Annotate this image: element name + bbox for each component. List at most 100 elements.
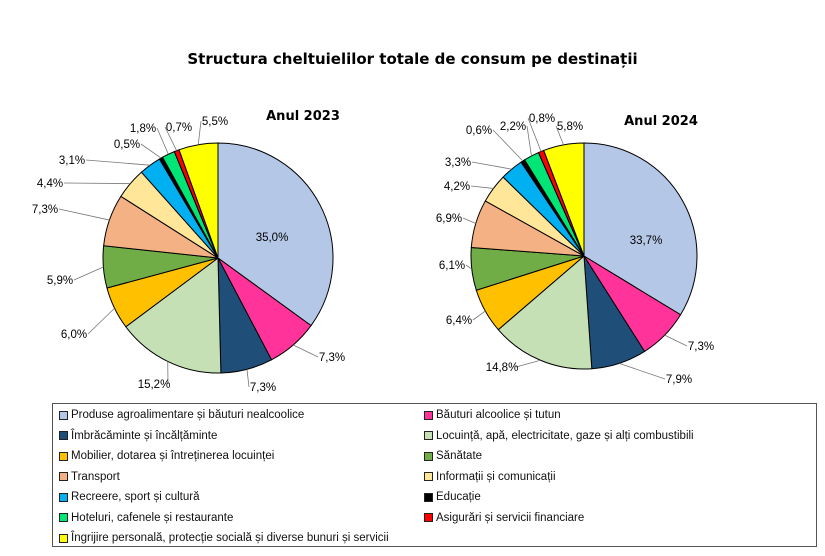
pie-chart-0: Anul 2023 35,0% 7,3% 7,3% 15,2% 6,0% 5,9% 7,3% 4… bbox=[32, 109, 345, 394]
legend-label: Informații și comunicații bbox=[436, 470, 556, 483]
pie-slice bbox=[125, 257, 222, 374]
pie-title: Anul 2024 bbox=[624, 114, 698, 129]
legend-label: Băuturi alcoolice și tutun bbox=[436, 409, 561, 421]
legend: Produse agroalimentare și băuturi nealco… bbox=[52, 403, 817, 547]
legend-swatch bbox=[424, 492, 433, 502]
legend-item: Locuință, apă, electricitate, gaze și al… bbox=[424, 430, 694, 442]
data-label: 7,3% bbox=[250, 382, 276, 394]
legend-item: Recreere, sport și cultură bbox=[59, 491, 199, 503]
legend-label: Educație bbox=[436, 491, 481, 503]
data-label: 33,7% bbox=[630, 235, 663, 247]
legend-item: Îngrijire personală, protecție socială ș… bbox=[59, 532, 389, 544]
legend-swatch bbox=[59, 451, 68, 461]
leader-line bbox=[156, 127, 169, 155]
leader-line bbox=[527, 117, 542, 152]
data-label: 7,9% bbox=[666, 374, 692, 386]
leader-line bbox=[58, 208, 110, 221]
leader-line bbox=[85, 159, 151, 166]
leader-line bbox=[63, 182, 131, 184]
leader-line bbox=[73, 266, 104, 281]
legend-swatch bbox=[59, 492, 68, 502]
pie-slice bbox=[583, 142, 698, 316]
legend-item: Hoteluri, cafenele și restaurante bbox=[59, 512, 233, 524]
pie-slice bbox=[217, 142, 334, 327]
pie-chart-1: Anul 2024 33,7% 7,3% 7,9% 14,8% 6,4% 6,1% 6,9% 4… bbox=[436, 113, 714, 386]
legend-label: Transport bbox=[71, 470, 120, 483]
data-label: 6,9% bbox=[436, 213, 462, 225]
legend-label: Sănătate bbox=[436, 450, 483, 462]
legend-item: Asigurări și servicii financiare bbox=[424, 512, 584, 524]
data-label: 3,3% bbox=[445, 157, 471, 169]
legend-swatch bbox=[59, 513, 68, 522]
data-label: 0,6% bbox=[466, 125, 492, 137]
data-label: 0,7% bbox=[166, 122, 192, 134]
data-label: 5,9% bbox=[47, 275, 73, 287]
data-label: 7,3% bbox=[688, 341, 714, 353]
leader-line bbox=[197, 120, 202, 145]
data-label: 2,2% bbox=[500, 121, 526, 133]
legend-swatch bbox=[59, 410, 68, 420]
data-label: 14,8% bbox=[486, 362, 519, 374]
legend-swatch bbox=[424, 472, 433, 481]
leader-line bbox=[472, 310, 486, 321]
data-label: 6,4% bbox=[446, 315, 472, 327]
data-label: 5,8% bbox=[557, 121, 583, 133]
leader-line bbox=[140, 143, 162, 159]
leader-line bbox=[664, 334, 688, 347]
leader-line bbox=[492, 129, 524, 162]
leader-line bbox=[619, 362, 666, 380]
legend-swatch bbox=[59, 431, 68, 440]
leader-line bbox=[515, 359, 541, 368]
leader-line bbox=[87, 307, 115, 335]
legend-swatch bbox=[59, 472, 68, 481]
legend-item: Transport bbox=[59, 471, 120, 483]
legend-swatch bbox=[424, 410, 433, 420]
legend-item: Sănătate bbox=[424, 450, 482, 462]
pie-title: Anul 2023 bbox=[266, 109, 340, 124]
data-label: 35,0% bbox=[256, 232, 289, 244]
data-label: 1,8% bbox=[130, 123, 156, 135]
leader-line bbox=[164, 126, 178, 151]
legend-label: Mobilier, dotarea și întreținerea locuin… bbox=[71, 450, 275, 462]
legend-item: Informații și comunicații bbox=[424, 471, 556, 483]
data-label: 7,3% bbox=[319, 352, 345, 364]
leader-line bbox=[462, 217, 476, 224]
leader-line bbox=[471, 161, 512, 170]
pie-slice bbox=[543, 142, 585, 257]
data-label: 6,0% bbox=[61, 329, 87, 341]
data-label: 4,2% bbox=[444, 181, 470, 193]
leader-line bbox=[526, 125, 532, 157]
legend-item: Educație bbox=[424, 491, 481, 503]
legend-label: Recreere, sport și cultură bbox=[71, 491, 200, 503]
data-label: 15,2% bbox=[138, 379, 171, 391]
legend-label: Asigurări și servicii financiare bbox=[436, 511, 585, 524]
legend-item: Îmbrăcăminte și încălțăminte bbox=[59, 430, 217, 442]
legend-label: Îngrijire personală, protecție socială ș… bbox=[71, 532, 389, 544]
legend-label: Îmbrăcăminte și încălțăminte bbox=[71, 429, 218, 442]
chart-title: Structura cheltuielilor totale de consum… bbox=[187, 50, 638, 68]
legend-item: Produse agroalimentare și băuturi nealco… bbox=[59, 409, 304, 421]
data-label: 3,1% bbox=[59, 155, 85, 167]
pie-slice bbox=[497, 254, 593, 370]
data-label: 0,8% bbox=[529, 113, 555, 125]
leader-line bbox=[465, 264, 472, 270]
pie-slice bbox=[178, 142, 219, 259]
legend-swatch bbox=[424, 451, 433, 461]
data-label: 7,3% bbox=[32, 204, 58, 216]
legend-swatch bbox=[59, 533, 68, 543]
legend-swatch bbox=[424, 431, 433, 440]
data-label: 6,1% bbox=[439, 260, 465, 272]
legend-label: Hoteluri, cafenele și restaurante bbox=[71, 511, 234, 524]
legend-label: Produse agroalimentare și băuturi nealco… bbox=[71, 409, 305, 421]
leader-line bbox=[470, 185, 494, 189]
legend-item: Mobilier, dotarea și întreținerea locuin… bbox=[59, 450, 274, 462]
legend-item: Băuturi alcoolice și tutun bbox=[424, 409, 561, 421]
leader-line bbox=[293, 344, 319, 358]
data-label: 4,4% bbox=[37, 178, 63, 190]
legend-label: Locuință, apă, electricitate, gaze și al… bbox=[436, 429, 694, 442]
data-label: 5,5% bbox=[202, 116, 228, 128]
legend-swatch bbox=[424, 513, 433, 522]
data-label: 0,5% bbox=[114, 139, 140, 151]
